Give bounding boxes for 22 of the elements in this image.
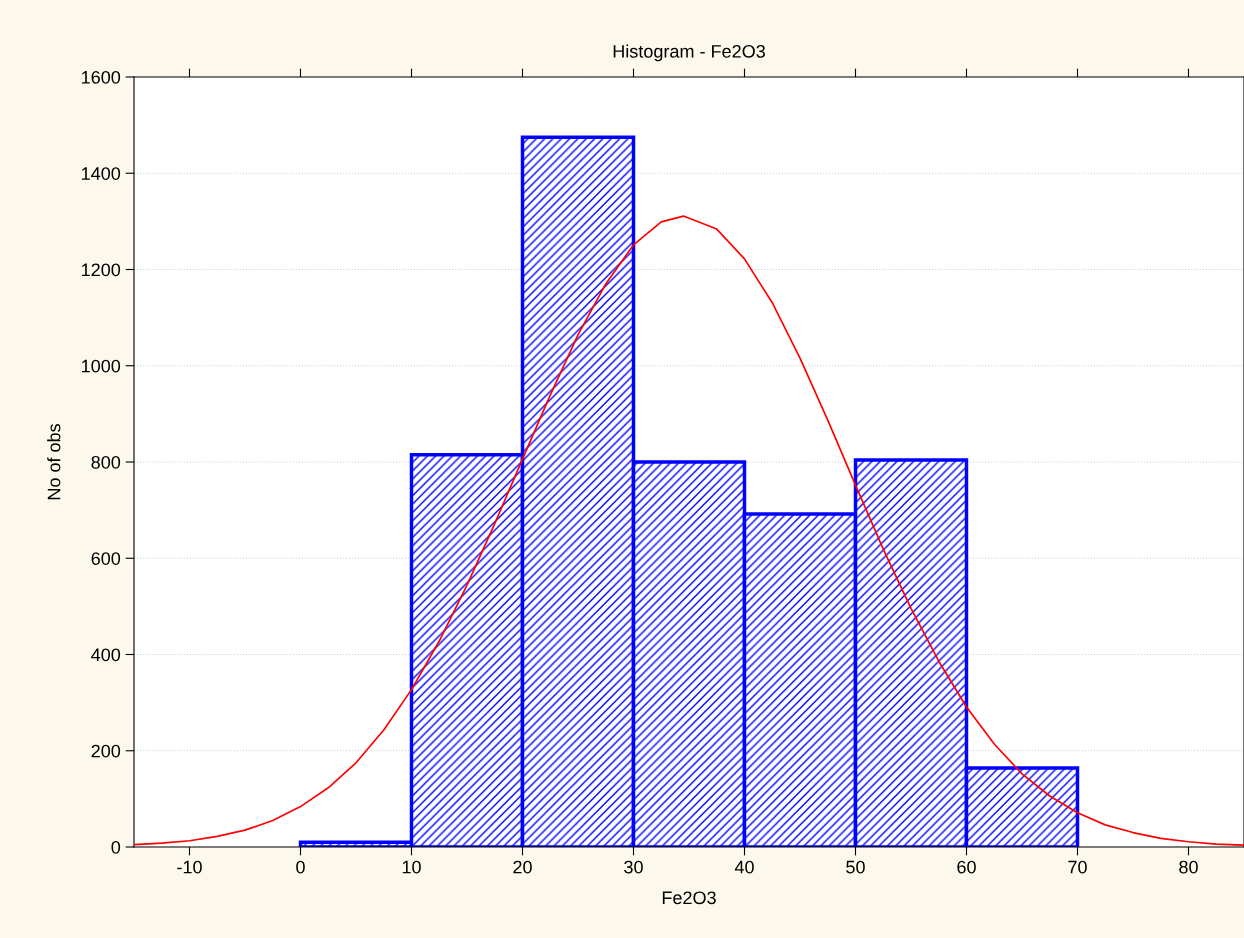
x-tick-label: 60: [957, 860, 976, 874]
y-tick-label: 400: [91, 648, 121, 662]
y-tick-label: 200: [91, 744, 121, 758]
x-tick-label: 40: [734, 860, 754, 874]
y-tick-label: 600: [91, 552, 121, 565]
x-tick-label: 50: [846, 860, 865, 874]
x-tick-label: 10: [402, 860, 421, 874]
x-tick-label: 70: [1068, 860, 1087, 874]
y-tick-label: 0: [111, 840, 121, 854]
x-tick-label: 0: [296, 860, 305, 874]
y-tick-label: 1000: [82, 359, 121, 373]
y-tick-label: 1600: [82, 70, 121, 84]
y-axis-title: No of obs: [47, 424, 61, 500]
y-tick-label: 800: [91, 455, 121, 469]
y-tick-label: 1200: [82, 263, 121, 277]
chart-title: Histogram - Fe2O3: [613, 44, 765, 62]
x-tick-label: 30: [624, 860, 643, 874]
x-tick-label: 20: [513, 860, 532, 874]
y-tick-label: 1400: [82, 167, 121, 180]
x-axis-title: Fe2O3: [662, 891, 716, 905]
x-tick-label: 80: [1179, 860, 1198, 874]
x-tick-label: -10: [177, 860, 202, 874]
